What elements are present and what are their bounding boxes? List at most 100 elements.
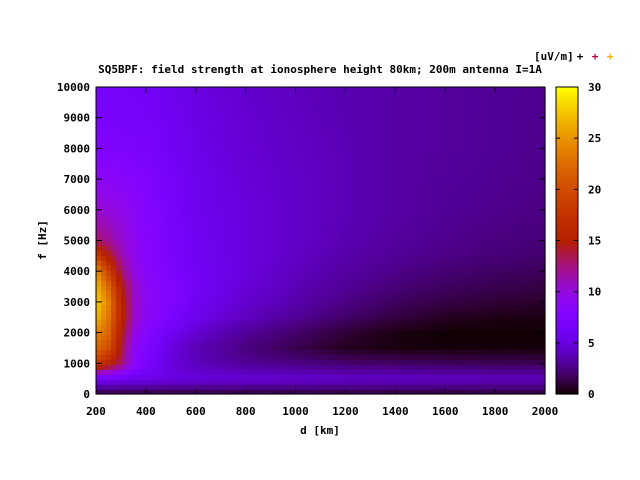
heatmap-cell [275,374,282,380]
heatmap-cell [490,245,496,251]
heatmap-cell [470,171,476,177]
heatmap-cell [100,255,107,261]
heatmap-cell [105,235,112,242]
heatmap-cell [470,220,476,227]
heatmap-cell [420,136,426,143]
heatmap-cell [340,344,347,351]
heatmap-cell [370,111,376,118]
heatmap-cell [410,324,416,331]
heatmap-cell [280,280,287,286]
heatmap-cell [140,364,147,370]
heatmap-cell [225,334,232,341]
heatmap-cell [440,141,446,148]
heatmap-cell [305,250,312,256]
heatmap-cell [170,156,177,162]
heatmap-cell [190,210,197,217]
heatmap-cell [225,369,232,375]
heatmap-cell [155,309,162,316]
heatmap-cell [300,156,307,162]
heatmap-cell [295,126,302,133]
heatmap-cell [275,255,282,261]
heatmap-cell [350,369,357,375]
heatmap-cell [385,290,391,296]
heatmap-cell [305,106,312,113]
heatmap-cell [245,299,252,306]
heatmap-cell [290,225,297,232]
heatmap-cell [145,290,152,296]
heatmap-cell [170,359,177,365]
heatmap-cell [240,280,247,286]
heatmap-cell [345,210,352,217]
heatmap-cell [260,265,267,271]
heatmap-cell [245,205,252,212]
heatmap-cell [350,359,357,365]
heatmap-cell [400,215,406,222]
heatmap-cell [155,186,162,192]
heatmap-cell [185,195,192,202]
heatmap-cell [380,136,386,143]
heatmap-cell [205,96,212,103]
heatmap-cell [235,319,242,326]
heatmap-cell [235,265,242,271]
heatmap-cell [440,245,446,251]
heatmap-cell [400,181,406,187]
heatmap-cell [175,329,182,336]
heatmap-cell [290,205,297,212]
heatmap-cell [245,91,252,98]
heatmap-cell [195,131,202,138]
heatmap-cell [145,87,152,93]
heatmap-cell [470,240,476,247]
heatmap-cell [415,299,421,306]
heatmap-cell [275,294,282,301]
heatmap-cell [185,230,192,237]
heatmap-cell [400,374,406,380]
heatmap-cell [275,270,282,276]
heatmap-cell [455,369,461,375]
heatmap-cell [475,166,481,172]
heatmap-cell [480,205,486,212]
heatmap-cell [305,126,312,133]
heatmap-cell [235,96,242,103]
heatmap-cell [455,319,461,326]
heatmap-cell [220,101,227,108]
heatmap-cell [180,156,187,162]
heatmap-cell [355,309,362,316]
heatmap-cell [155,220,162,227]
heatmap-cell [420,116,426,123]
heatmap-cell [275,369,282,375]
heatmap-cell [460,131,466,138]
heatmap-cell [255,364,262,370]
heatmap-cell [475,141,481,148]
heatmap-cell [265,96,272,103]
heatmap-cell [180,359,187,365]
heatmap-cell [130,334,137,341]
heatmap-cell [220,186,227,192]
heatmap-cell [325,280,332,286]
heatmap-cell [475,116,481,123]
heatmap-cell [315,161,322,167]
heatmap-cell [300,364,307,370]
heatmap-cell [460,255,466,261]
heatmap-cell [485,205,491,212]
heatmap-cell [385,265,391,271]
heatmap-cell [245,220,252,227]
heatmap-cell [155,87,162,93]
heatmap-cell [400,176,406,182]
heatmap-cell [225,181,232,187]
heatmap-cell [215,136,222,143]
heatmap-cell [135,379,142,385]
heatmap-cell [100,195,107,202]
heatmap-cell [105,121,112,128]
heatmap-cell [300,215,307,222]
heatmap-cell [275,349,282,355]
heatmap-cell [455,225,461,232]
heatmap-cell [470,131,476,138]
heatmap-cell [325,364,332,370]
heatmap-cell [395,339,401,346]
heatmap-cell [125,116,132,123]
heatmap-cell [420,299,426,306]
heatmap-cell [360,245,366,251]
heatmap-cell [400,87,406,93]
heatmap-cell [340,290,347,296]
heatmap-cell [350,250,357,256]
